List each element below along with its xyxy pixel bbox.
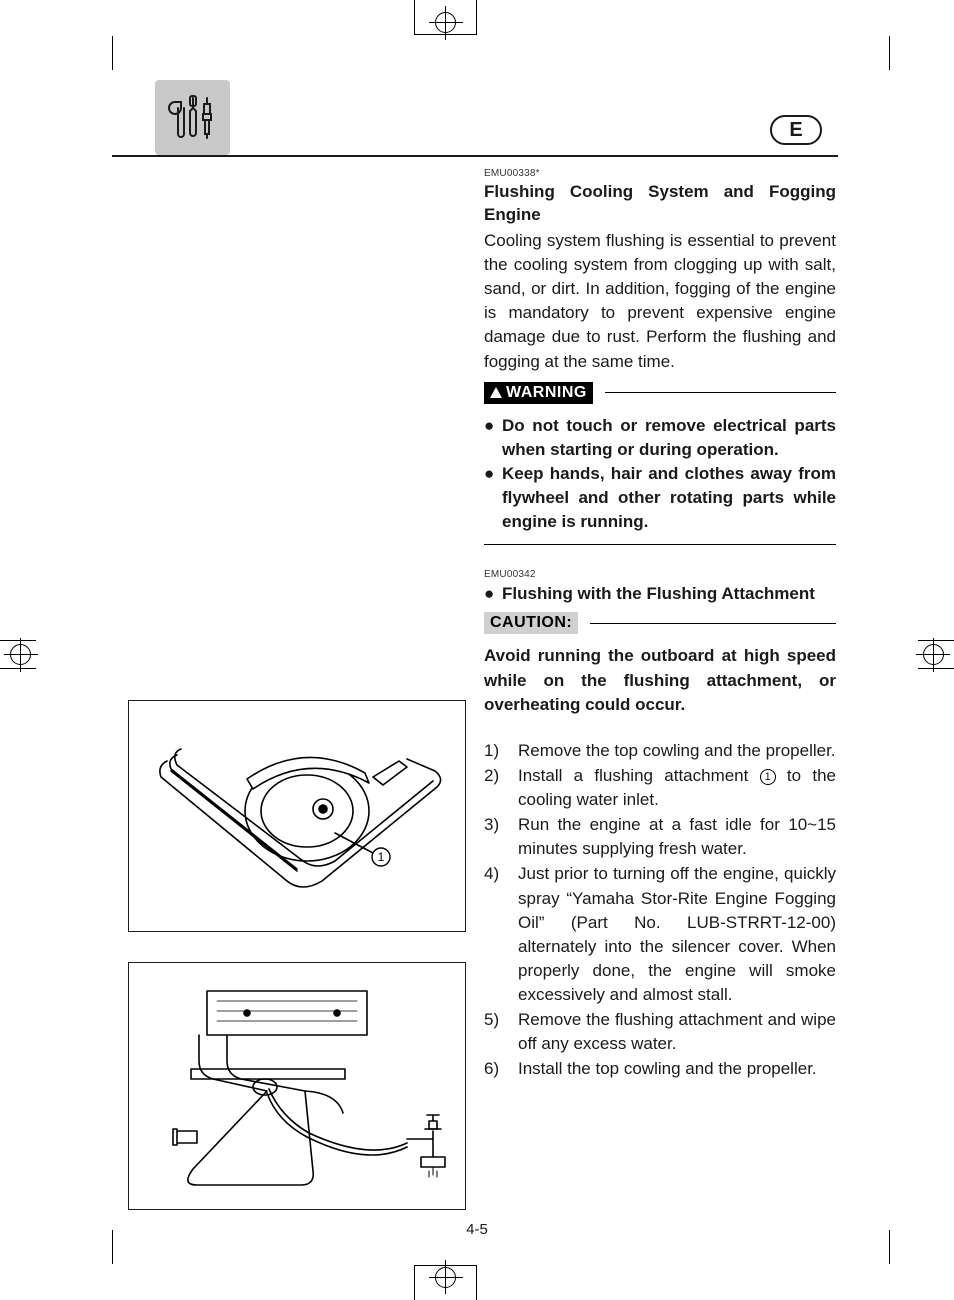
crop-mark [0, 640, 36, 641]
crop-mark [933, 638, 934, 672]
maintenance-tools-icon [155, 80, 230, 155]
crop-mark [112, 36, 113, 70]
step: 1)Remove the top cowling and the propell… [484, 739, 836, 763]
crop-mark [918, 640, 954, 641]
crop-mark [445, 6, 446, 40]
crop-mark [0, 668, 36, 669]
figure-lower-unit-flush [128, 962, 466, 1210]
procedure-steps: 1)Remove the top cowling and the propell… [484, 739, 836, 1082]
label-rule [590, 623, 836, 625]
warning-label-text: WARNING [506, 384, 587, 402]
subsection-heading: ●Flushing with the Flushing Attachment [484, 582, 836, 606]
warning-triangle-icon [490, 387, 502, 398]
callout-marker: 1 [760, 769, 776, 785]
caution-text: Avoid running the outboard at high speed… [484, 644, 836, 716]
header-rule [112, 155, 838, 157]
crop-mark [429, 22, 463, 23]
manual-page: E [0, 0, 954, 1300]
caution-label-row: CAUTION: [484, 612, 836, 634]
warning-bullets: ●Do not touch or remove electrical parts… [484, 414, 836, 535]
crop-mark [918, 668, 954, 669]
crop-mark [476, 1266, 477, 1300]
section-title: Flushing Cooling System and Fogging Engi… [484, 181, 836, 227]
crop-mark [414, 0, 415, 34]
figure-column: 1 [128, 700, 466, 1240]
step: 3)Run the engine at a fast idle for 10~1… [484, 813, 836, 861]
step: 4)Just prior to turning off the engine, … [484, 862, 836, 1007]
crop-mark [414, 1266, 415, 1300]
figure-callout-1: 1 [378, 850, 385, 864]
text-column: EMU00338* Flushing Cooling System and Fo… [484, 168, 836, 1083]
caution-label: CAUTION: [484, 612, 578, 634]
warning-label: WARNING [484, 382, 593, 404]
warning-label-row: WARNING [484, 382, 836, 404]
intro-paragraph: Cooling system flushing is essential to … [484, 229, 836, 374]
label-rule [605, 392, 836, 394]
warning-item: ●Keep hands, hair and clothes away from … [484, 462, 836, 534]
warning-item: ●Do not touch or remove electrical parts… [484, 414, 836, 462]
crop-mark [429, 1277, 463, 1278]
section-code: EMU00338* [484, 168, 836, 179]
crop-mark [4, 654, 38, 655]
crop-mark [20, 638, 21, 672]
crop-mark [476, 0, 477, 34]
figure-flushing-attachment: 1 [128, 700, 466, 932]
page-number: 4-5 [0, 1221, 954, 1238]
step: 6)Install the top cowling and the propel… [484, 1057, 836, 1081]
crop-mark [916, 654, 950, 655]
crop-mark [889, 36, 890, 70]
section-code: EMU00342 [484, 569, 836, 580]
language-badge: E [770, 115, 822, 145]
section-end-rule [484, 544, 836, 545]
step: 5)Remove the flushing attachment and wip… [484, 1008, 836, 1056]
step: 2)Install a flushing attachment 1 to the… [484, 764, 836, 812]
